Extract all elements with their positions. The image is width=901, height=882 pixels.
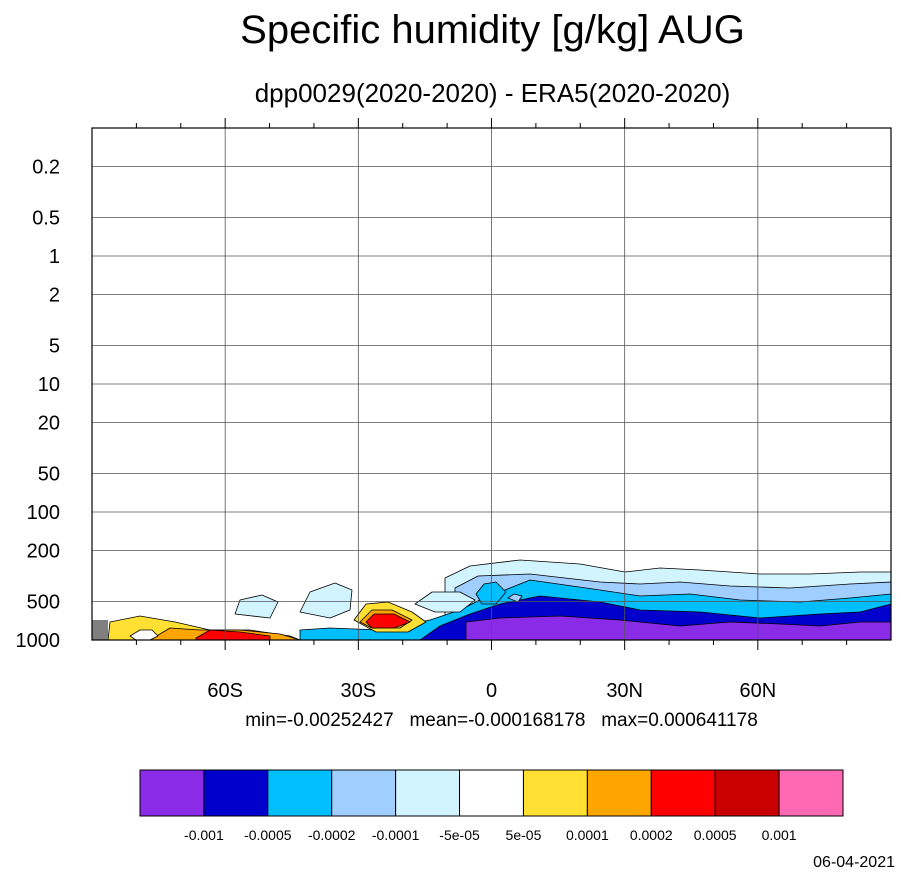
contour-patch-30s-upper <box>299 582 353 619</box>
chart-subtitle: dpp0029(2020-2020) - ERA5(2020-2020) <box>254 78 731 108</box>
y-tick-label: 0.5 <box>32 207 60 229</box>
colorbar-labels: -0.001 -0.0005 -0.0002 -0.0001 -5e-05 5e-05 0.… <box>184 827 797 843</box>
x-axis-tick-labels: 60S 30S 0 30N 60N <box>207 680 776 702</box>
contour-band-lt-1e-03 <box>465 615 891 640</box>
y-tick-label: 10 <box>38 374 60 396</box>
colorbar-label: 0.0001 <box>566 827 609 843</box>
y-tick-label: 2 <box>49 285 60 307</box>
colorbar-swatch <box>331 769 397 817</box>
colorbar-swatch <box>267 769 333 817</box>
colorbar-label: 5e-05 <box>506 827 542 843</box>
y-tick-label: 20 <box>38 413 60 435</box>
y-tick-label: 1000 <box>16 630 61 652</box>
y-tick-label: 1 <box>49 246 60 268</box>
grid-lines <box>92 128 891 640</box>
x-tick-label: 60S <box>207 680 243 702</box>
stats-line: min=-0.00252427 mean=-0.000168178 max=0.… <box>0 709 901 733</box>
contour-patch-subtropical <box>414 591 476 613</box>
colorbar-label: 0.001 <box>762 827 797 843</box>
missing-data-region <box>92 620 108 640</box>
stat-mean: mean=-0.000168178 <box>409 710 586 731</box>
y-axis-tick-labels: 0.2 0.5 1 2 5 10 20 50 100 200 500 1000 <box>16 157 61 652</box>
contour-band-gt-2e-04-30s <box>365 613 411 629</box>
date-stamp: 06-04-2021 <box>813 854 895 871</box>
contour-fill-layer <box>92 559 891 640</box>
contour-patch-equator <box>475 581 507 605</box>
contour-patch-equator-small <box>507 593 523 603</box>
colorbar-label: 0.0002 <box>630 827 673 843</box>
chart-title: Specific humidity [g/kg] AUG <box>240 8 745 52</box>
x-tick-label: 30S <box>341 680 377 702</box>
colorbar-label: -0.0001 <box>372 827 420 843</box>
y-tick-label: 100 <box>27 502 60 524</box>
colorbar-label: -5e-05 <box>439 827 480 843</box>
colorbar-swatch <box>522 769 588 817</box>
colorbar-swatch <box>459 769 524 817</box>
stat-max: max=0.000641178 <box>601 710 758 731</box>
colorbar <box>139 769 844 817</box>
colorbar-swatch <box>395 769 461 817</box>
colorbar-label: -0.001 <box>184 827 224 843</box>
contour-band-gt-2e-04-south <box>195 629 271 640</box>
x-tick-label: 60N <box>739 680 776 702</box>
colorbar-swatch <box>778 769 844 817</box>
plot-frame <box>91 127 892 641</box>
stat-min: min=-0.00252427 <box>245 710 394 731</box>
x-tick-label: 0 <box>486 680 497 702</box>
colorbar-swatch <box>586 769 652 817</box>
colorbar-swatch <box>650 769 716 817</box>
y-tick-label: 0.2 <box>32 157 60 179</box>
y-tick-label: 200 <box>27 541 60 563</box>
y-tick-label: 50 <box>38 463 60 485</box>
contour-white-gap-south <box>129 629 159 640</box>
colorbar-label: 0.0005 <box>694 827 737 843</box>
colorbar-label: -0.0002 <box>308 827 356 843</box>
colorbar-swatch <box>139 769 205 817</box>
colorbar-swatch <box>714 769 780 817</box>
y-tick-label: 5 <box>49 335 60 357</box>
colorbar-label: -0.0005 <box>244 827 292 843</box>
y-tick-label: 500 <box>27 591 60 613</box>
contour-patch-60s-upper <box>234 594 279 619</box>
x-tick-label: 30N <box>606 680 643 702</box>
colorbar-swatch <box>203 769 269 817</box>
axis-ticks <box>135 118 848 650</box>
